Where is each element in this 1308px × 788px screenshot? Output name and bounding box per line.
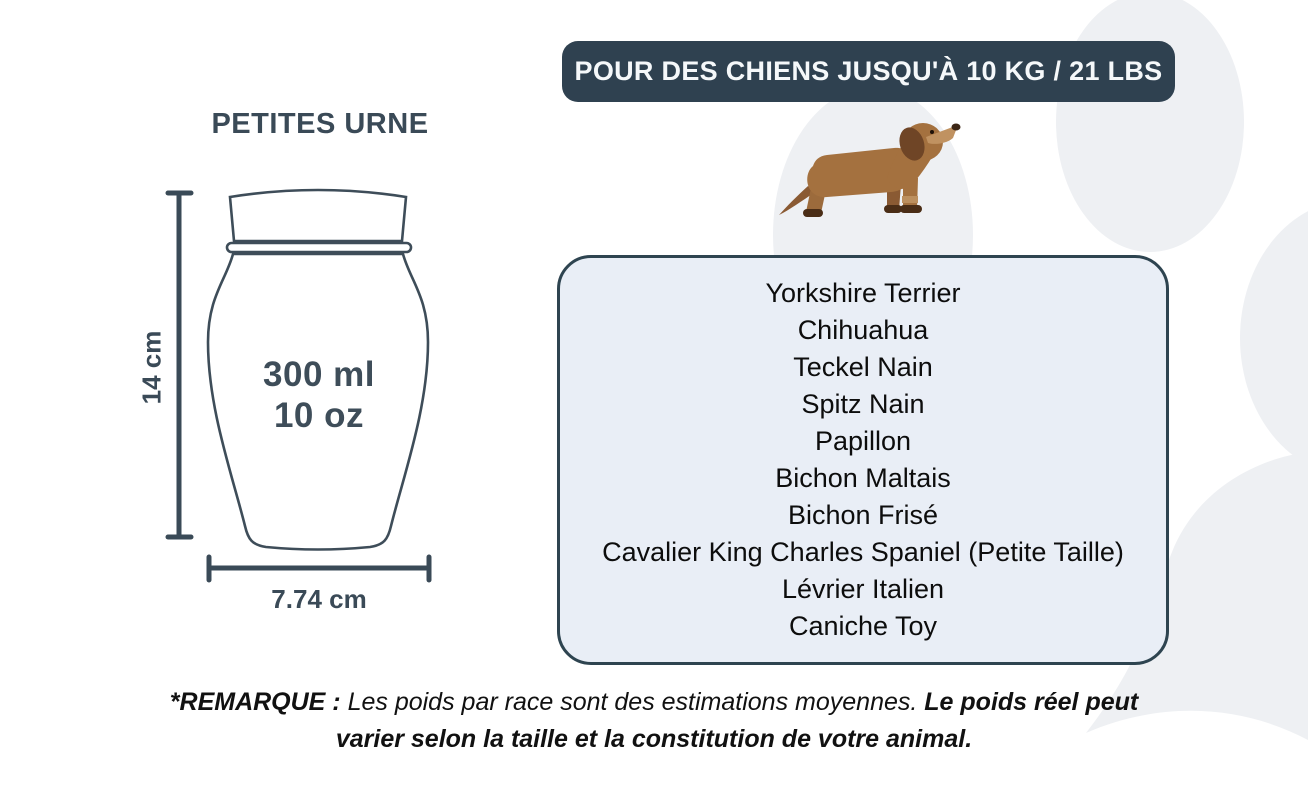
width-dimension-line (206, 554, 432, 583)
breed-item: Papillon (814, 426, 912, 456)
breed-item: Bichon Frisé (787, 500, 939, 530)
breed-item: Cavalier King Charles Spaniel (Petite Ta… (602, 537, 1124, 567)
breed-item: Teckel Nain (793, 352, 933, 382)
breed-list-box: Yorkshire Terrier Chihuahua Teckel Nain Spi… (557, 255, 1169, 665)
height-dimension-line (165, 190, 194, 540)
weight-banner-label: POUR DES CHIENS JUSQU'À 10 KG / 21 LBS (574, 56, 1163, 86)
breed-item: Yorkshire Terrier (765, 278, 961, 308)
footnote: *REMARQUE : Les poids par race sont des … (0, 684, 1308, 758)
urn-width-label: 7.74 cm (271, 584, 367, 614)
urn-volume-ml: 300 ml (263, 355, 375, 394)
footnote-body: Les poids par race sont des estimations … (340, 688, 925, 716)
page-title: PETITES URNE (211, 108, 429, 140)
breed-item: Caniche Toy (788, 611, 938, 641)
breed-item: Lévrier Italien (781, 574, 945, 604)
weight-banner: POUR DES CHIENS JUSQU'À 10 KG / 21 LBS (562, 41, 1175, 102)
urn-height-label: 14 cm (136, 330, 167, 405)
urn-volume-label: 300 ml 10 oz (205, 354, 433, 436)
footnote-emphasis: Le poids réel peut varier selon la taill… (335, 688, 1139, 753)
breed-item: Bichon Maltais (775, 463, 951, 493)
breed-item: Spitz Nain (801, 389, 925, 419)
footnote-prefix: *REMARQUE : (169, 688, 341, 716)
breed-item: Chihuahua (797, 315, 929, 345)
dachshund-icon (779, 123, 961, 217)
urn-volume-oz: 10 oz (273, 396, 365, 435)
